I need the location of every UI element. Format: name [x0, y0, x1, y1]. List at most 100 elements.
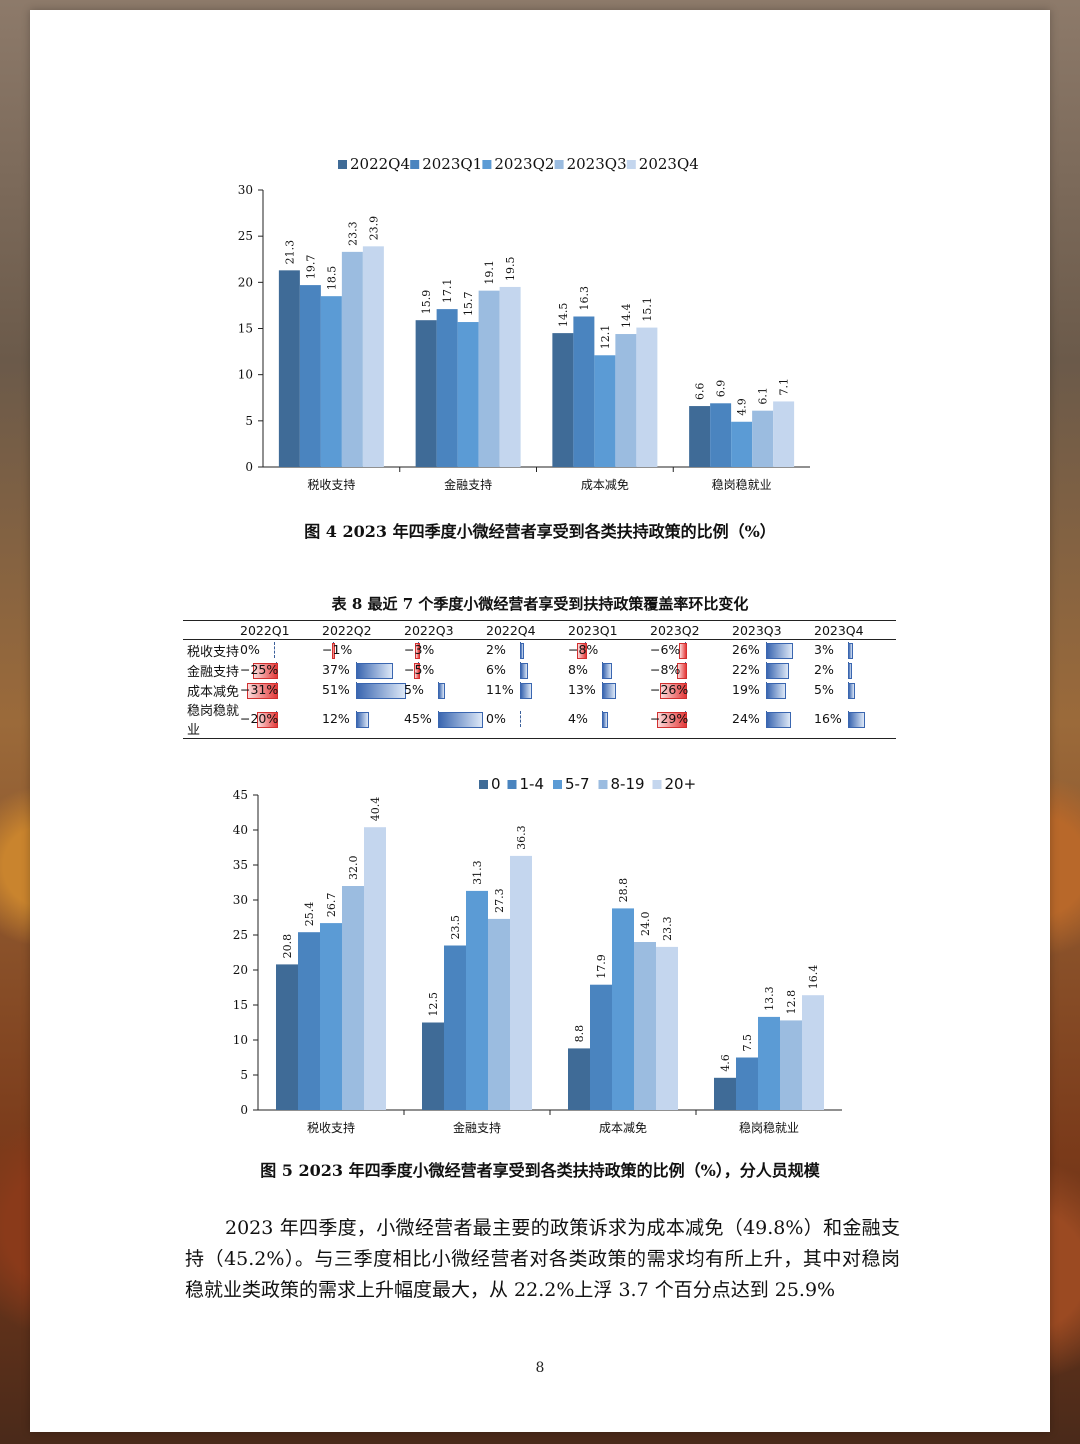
- table8-cell: 2%: [814, 660, 896, 680]
- bar: [466, 890, 488, 1110]
- bar-value-label: 6.6: [694, 383, 707, 401]
- bar-value-label: 12.5: [427, 992, 440, 1017]
- table8-col-header: 2022Q4: [486, 620, 568, 640]
- table8-databar: [848, 712, 866, 728]
- bar-value-label: 15.7: [462, 292, 475, 317]
- table8-databar-cell: 6%: [486, 660, 568, 680]
- table8-cell-value: 51%: [322, 682, 350, 697]
- table8-databar: [413, 663, 421, 679]
- table8-cell: 16%: [814, 700, 896, 739]
- bar: [656, 946, 678, 1110]
- bar: [773, 401, 795, 467]
- bar: [341, 251, 363, 467]
- bar-value-label: 8.8: [573, 1025, 586, 1043]
- table8-databar-cell: 3%: [814, 640, 896, 660]
- table8-cell: −25%: [240, 660, 322, 680]
- table8-cell: 24%: [732, 700, 814, 739]
- table8-databar-cell: −8%: [568, 640, 650, 660]
- table8-databar: [766, 683, 787, 699]
- table8-cell: −3%: [404, 640, 486, 661]
- bar-value-label: 20.8: [281, 934, 294, 959]
- legend-label: 5-7: [565, 775, 590, 793]
- table8-cell-value: 26%: [732, 642, 760, 657]
- table8-col-header: 2023Q3: [732, 620, 814, 640]
- table8-databar: [602, 683, 617, 699]
- bar-value-label: 4.9: [736, 398, 749, 416]
- table8-databar: [520, 663, 528, 679]
- bar: [752, 410, 774, 467]
- table8-cell: 4%: [568, 700, 650, 739]
- table8-row: 成本减免 −31% 51% 5% 11% 13% −26% 19% 5%: [183, 680, 896, 700]
- figure4-chart: 2022Q4 2023Q1 2023Q2 2023Q3 2023Q4 0 5 10 15 20 25…: [238, 155, 810, 490]
- legend-swatch: [598, 780, 608, 789]
- bar-value-label: 18.5: [325, 266, 338, 291]
- table8-cell-value: 12%: [322, 711, 350, 726]
- table8-databar-cell: 0%: [486, 709, 568, 729]
- table8-databar-cell: 2%: [814, 660, 896, 680]
- table8-databar-cell: −31%: [240, 680, 322, 700]
- bar-value-label: 40.4: [369, 797, 382, 822]
- bar-value-label: 28.8: [617, 878, 630, 903]
- bar: [422, 1022, 444, 1110]
- bar-value-label: 26.7: [325, 893, 338, 918]
- table8-databar-cell: −26%: [650, 680, 732, 700]
- table8-databar-cell: −3%: [404, 640, 486, 660]
- bar-value-label: 32.0: [347, 856, 360, 881]
- bar: [710, 403, 732, 467]
- table8-corner: [183, 620, 240, 640]
- bar: [457, 322, 479, 467]
- bar: [298, 932, 320, 1110]
- bar-value-label: 16.4: [807, 965, 820, 990]
- table8-cell-value: −20%: [240, 711, 279, 726]
- table8-cell: 5%: [404, 680, 486, 700]
- table8-databar-cell: 11%: [486, 680, 568, 700]
- table8-cell: 45%: [404, 700, 486, 739]
- y-tick-label: 20: [233, 963, 248, 977]
- table8-cell: 5%: [814, 680, 896, 700]
- table8-databar: [766, 663, 789, 679]
- table8-databar: [577, 643, 587, 659]
- table8-cell-value: −29%: [650, 711, 689, 726]
- y-tick-label: 45: [233, 788, 248, 802]
- table8-cell-value: 5%: [404, 682, 424, 697]
- table8-databar: [356, 683, 407, 699]
- table8-databar-cell: 5%: [814, 680, 896, 700]
- table8-databar-cell: 4%: [568, 709, 650, 729]
- table8-cell: 22%: [732, 660, 814, 680]
- table8-cell: −6%: [650, 640, 732, 661]
- bar-value-label: 4.6: [719, 1054, 732, 1072]
- y-tick-label: 10: [233, 1033, 248, 1047]
- bar: [362, 246, 384, 467]
- table8-databar-cell: −5%: [404, 660, 486, 680]
- table8-databar: [657, 712, 687, 728]
- table8-cell: 37%: [322, 660, 404, 680]
- table8-row: 金融支持 −25% 37% −5% 6% 8% −8% 22% 2%: [183, 660, 896, 680]
- x-category-label: 稳岗稳就业: [739, 1120, 799, 1135]
- bar-value-label: 14.4: [620, 304, 633, 329]
- bar-value-label: 27.3: [493, 888, 506, 913]
- x-category-label: 成本减免: [599, 1120, 647, 1135]
- table8-databar: [356, 663, 394, 679]
- table8-databar: [331, 643, 335, 659]
- figure5-caption: 图 5 2023 年四季度小微经营者享受到各类扶持政策的比例（%），分人员规模: [260, 1161, 820, 1180]
- bar: [299, 285, 321, 467]
- y-tick-label: 30: [238, 183, 253, 197]
- legend-label: 1-4: [520, 775, 545, 793]
- table8-cell-value: 22%: [732, 662, 760, 677]
- table8-cell: −29%: [650, 700, 732, 739]
- table8-cell-value: 4%: [568, 711, 588, 726]
- table8-cell-value: 11%: [486, 682, 514, 697]
- bar-value-label: 23.3: [661, 916, 674, 941]
- table8-row-label: 金融支持: [187, 664, 240, 680]
- table8-databar-cell: 24%: [732, 709, 814, 729]
- table8-cell-value: −6%: [650, 642, 681, 657]
- legend-swatch: [553, 780, 562, 789]
- figure5-chart: 0 1-4 5-7 8-19 20+ 0 5 10 15 20 25 30 35 40 45 20.8 25.4…: [233, 775, 842, 1135]
- table8-databar: [677, 663, 687, 679]
- table8-databar: [659, 683, 687, 699]
- table8-col-header: 2023Q4: [814, 620, 896, 640]
- bar: [731, 421, 753, 467]
- table8-cell: −26%: [650, 680, 732, 700]
- table8-cell-value: 2%: [814, 662, 834, 677]
- y-tick-label: 15: [233, 998, 248, 1012]
